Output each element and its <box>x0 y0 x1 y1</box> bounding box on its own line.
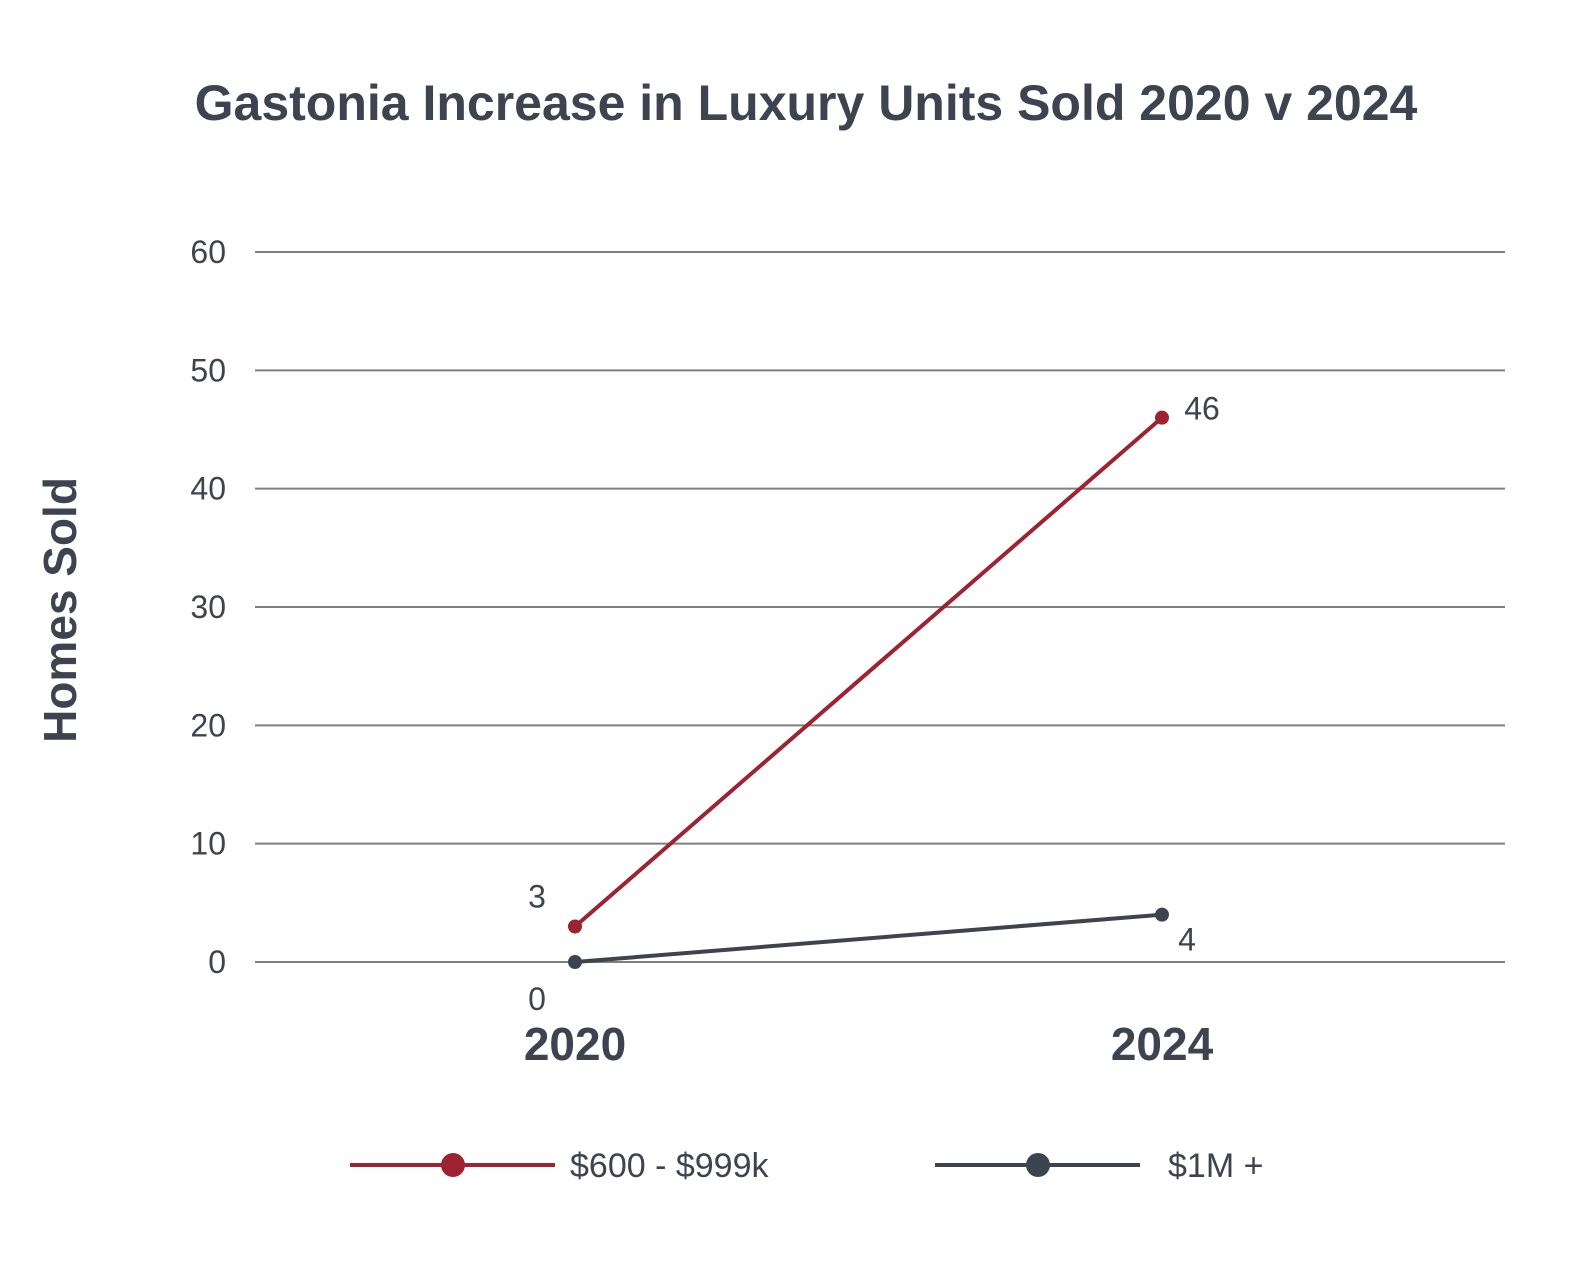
data-label: 0 <box>528 981 546 1017</box>
legend-item-2: $1M + <box>935 1147 1263 1185</box>
series-1: 3 46 <box>528 391 1220 934</box>
y-tick-label-50: 50 <box>190 352 226 388</box>
data-label: 46 <box>1184 391 1220 427</box>
y-tick-label-20: 20 <box>190 707 226 743</box>
legend-label: $1M + <box>1168 1147 1263 1185</box>
y-tick-label-0: 0 <box>208 944 226 980</box>
series-2-point-2020 <box>568 955 582 969</box>
y-tick-label-30: 30 <box>190 589 226 625</box>
chart-title: Gastonia Increase in Luxury Units Sold 2… <box>195 75 1418 131</box>
series-2-point-2024 <box>1155 907 1169 922</box>
series-1-point-2020 <box>568 919 582 934</box>
gridlines <box>255 251 1505 963</box>
legend-label: $600 - $999k <box>570 1147 769 1185</box>
legend: $600 - $999k $1M + <box>350 1147 1263 1185</box>
data-label: 3 <box>528 879 546 915</box>
y-axis-ticks: 0 10 20 30 40 50 60 <box>190 234 226 980</box>
y-tick-label-40: 40 <box>190 471 226 507</box>
legend-item-1: $600 - $999k <box>350 1147 769 1185</box>
series-1-point-2024 <box>1155 410 1169 425</box>
x-tick-label-2024: 2024 <box>1111 1018 1214 1070</box>
series-1-line <box>573 416 1164 929</box>
y-tick-label-10: 10 <box>190 826 226 862</box>
series-2-line <box>574 912 1163 964</box>
x-axis-ticks: 2020 2024 <box>524 1018 1214 1070</box>
x-tick-label-2020: 2020 <box>524 1018 626 1070</box>
legend-marker <box>1026 1153 1050 1177</box>
y-axis-title: Homes Sold <box>34 477 86 743</box>
legend-marker <box>441 1153 465 1177</box>
y-tick-label-60: 60 <box>190 234 226 270</box>
series-2: 04 <box>528 907 1196 1017</box>
data-label: 4 <box>1178 922 1196 958</box>
